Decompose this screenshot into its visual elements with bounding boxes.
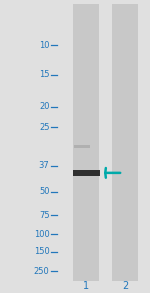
Text: 25: 25 [39, 123, 50, 132]
Text: 100: 100 [34, 230, 50, 239]
Text: 2: 2 [122, 281, 128, 291]
Text: 15: 15 [39, 70, 50, 79]
Text: 1: 1 [83, 281, 89, 291]
Text: 37: 37 [39, 161, 50, 170]
Text: 150: 150 [34, 248, 50, 256]
Text: 10: 10 [39, 41, 50, 50]
Text: 250: 250 [34, 267, 50, 275]
Bar [73, 4, 99, 281]
Bar [73, 170, 100, 176]
Text: 50: 50 [39, 188, 50, 196]
Bar [74, 145, 90, 148]
Bar [112, 4, 138, 281]
Text: 20: 20 [39, 103, 50, 111]
Text: 75: 75 [39, 211, 50, 220]
